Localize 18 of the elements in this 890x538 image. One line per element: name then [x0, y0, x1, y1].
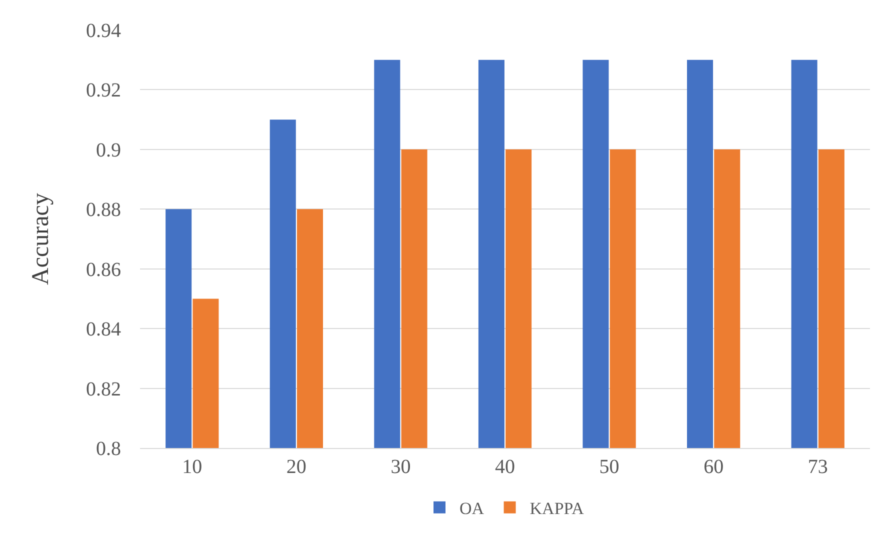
x-tick-label: 20 — [286, 456, 306, 478]
y-axis-title: Accuracy — [28, 193, 54, 285]
y-tick-label: 0.94 — [86, 20, 121, 42]
legend-label: OA — [460, 498, 485, 518]
y-tick-label: 0.84 — [86, 318, 121, 341]
y-tick-label: 0.86 — [86, 258, 121, 281]
x-tick-label: 60 — [704, 456, 724, 478]
y-tick-label: 0.92 — [86, 80, 121, 102]
y-tick-label: 0.82 — [86, 378, 121, 400]
x-tick-label: 30 — [390, 456, 411, 478]
y-tick-label: 0.88 — [86, 199, 121, 222]
y-tick-label: 0.8 — [96, 438, 121, 460]
x-tick-label: 10 — [182, 456, 202, 478]
y-tick-label: 0.9 — [96, 139, 121, 162]
x-tick-label: 73 — [808, 456, 828, 478]
x-tick-label: 50 — [599, 456, 620, 478]
x-tick-label: 40 — [495, 456, 515, 478]
legend-label: KAPPA — [530, 498, 585, 518]
